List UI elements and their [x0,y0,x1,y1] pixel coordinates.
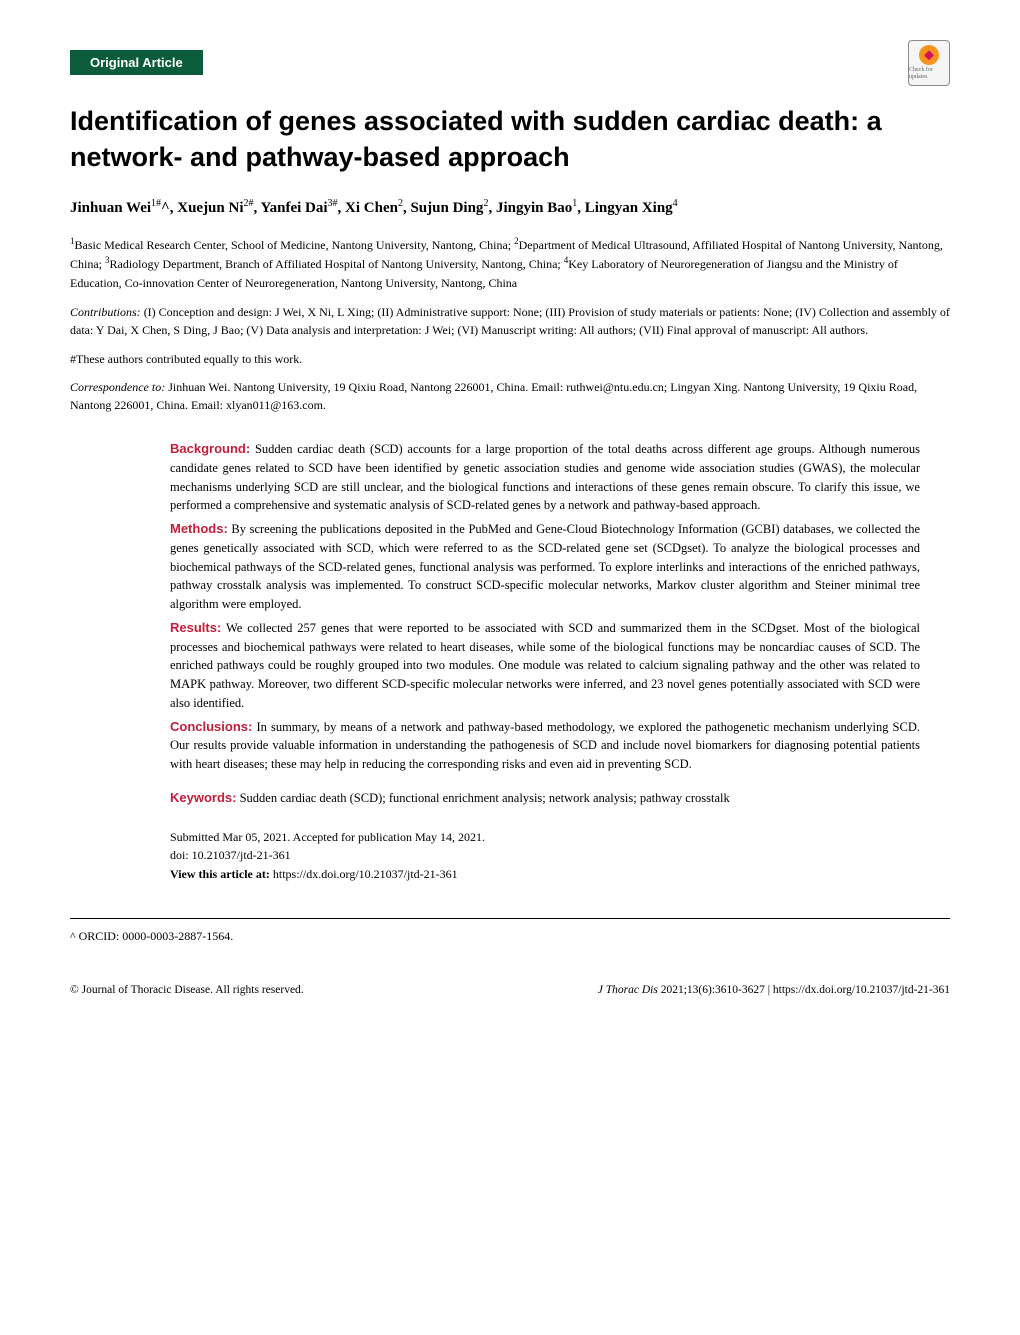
equal-contribution-note: #These authors contributed equally to th… [70,350,950,368]
conclusions-label: Conclusions: [170,719,252,734]
keywords-label: Keywords: [170,790,236,805]
view-article-url: https://dx.doi.org/10.21037/jtd-21-361 [273,867,458,881]
correspondence: Correspondence to: Jinhuan Wei. Nantong … [70,378,950,415]
page-footer: © Journal of Thoracic Disease. All right… [70,984,950,996]
orcid-note: ^ ORCID: 0000-0003-2887-1564. [70,929,950,944]
footer-rest: 2021;13(6):3610-3627 | https://dx.doi.or… [661,984,950,996]
methods-label: Methods: [170,521,228,536]
correspondence-text: Jinhuan Wei. Nantong University, 19 Qixi… [70,380,917,413]
view-article-label: View this article at: [170,867,270,881]
keywords-text: Sudden cardiac death (SCD); functional e… [240,791,730,805]
badge-text: Check for updates [909,67,949,80]
contributions-text: (I) Conception and design: J Wei, X Ni, … [70,305,950,338]
contributions: Contributions: (I) Conception and design… [70,303,950,340]
correspondence-label: Correspondence to: [70,380,165,394]
abstract-methods: Methods: By screening the publications d… [170,519,920,614]
affiliations: 1Basic Medical Research Center, School o… [70,235,950,293]
background-label: Background: [170,441,250,456]
abstract-conclusions: Conclusions: In summary, by means of a n… [170,717,920,774]
crossmark-badge-icon[interactable]: Check for updates [908,40,950,86]
conclusions-text: In summary, by means of a network and pa… [170,720,920,772]
results-text: We collected 257 genes that were reporte… [170,621,920,710]
results-label: Results: [170,620,221,635]
footer-divider [70,918,950,919]
crossmark-inner-icon [924,50,934,60]
abstract-results: Results: We collected 257 genes that wer… [170,618,920,713]
crossmark-circle-icon [919,45,939,65]
methods-text: By screening the publications deposited … [170,522,920,611]
background-text: Sudden cardiac death (SCD) accounts for … [170,442,920,512]
keywords: Keywords: Sudden cardiac death (SCD); fu… [170,788,920,808]
article-title: Identification of genes associated with … [70,103,950,176]
footer-citation: J Thorac Dis 2021;13(6):3610-3627 | http… [598,984,950,996]
abstract-background: Background: Sudden cardiac death (SCD) a… [170,439,920,515]
view-article-link[interactable]: View this article at: https://dx.doi.org… [170,865,920,884]
footer-copyright: © Journal of Thoracic Disease. All right… [70,984,304,996]
doi: doi: 10.21037/jtd-21-361 [170,846,920,865]
contributions-label: Contributions: [70,305,141,319]
footer-journal: J Thorac Dis [598,984,658,996]
authors-list: Jinhuan Wei1#^, Xuejun Ni2#, Yanfei Dai3… [70,198,950,217]
article-type-badge: Original Article [70,50,203,75]
submission-dates: Submitted Mar 05, 2021. Accepted for pub… [170,828,920,847]
abstract-block: Background: Sudden cardiac death (SCD) a… [170,439,920,883]
